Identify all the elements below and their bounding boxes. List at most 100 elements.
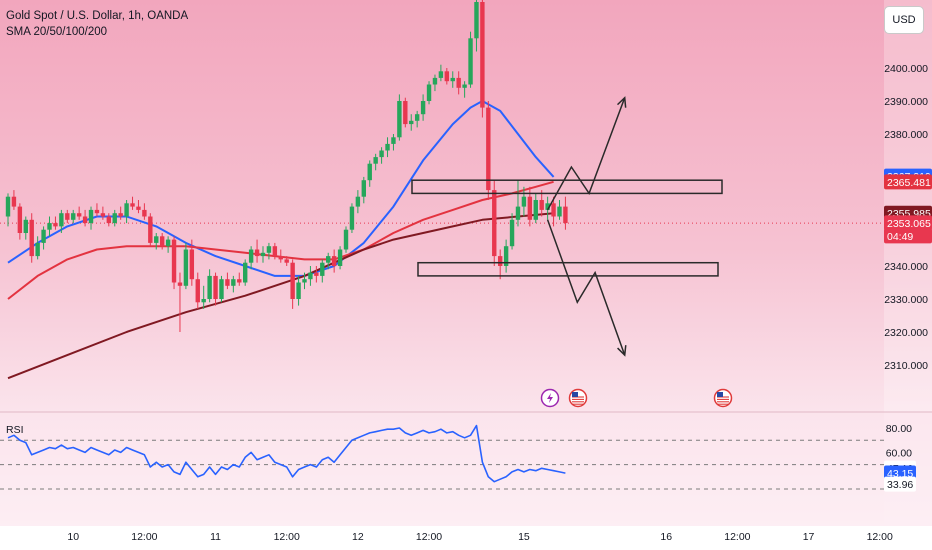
time-tick-label: 12:00 <box>724 531 750 543</box>
price-tick-label: 2320.000 <box>884 327 928 339</box>
candle <box>29 219 34 257</box>
candle <box>47 223 52 230</box>
candle <box>183 249 189 286</box>
candle <box>272 246 278 257</box>
currency-button[interactable]: USD <box>884 6 924 34</box>
candle <box>515 206 521 220</box>
candle <box>231 279 236 286</box>
candle <box>379 150 384 158</box>
candle <box>545 203 550 210</box>
rsi-tick-label: 80.00 <box>886 423 912 435</box>
candle <box>284 259 289 263</box>
candle <box>521 196 527 207</box>
price-badge <box>884 228 932 244</box>
candle <box>171 239 177 283</box>
candle <box>165 239 171 247</box>
candle <box>254 249 260 257</box>
price-badge-label: 2353.065 <box>887 218 931 230</box>
candle <box>207 275 212 299</box>
rsi-tick-label: 60.00 <box>886 447 912 459</box>
candle <box>509 219 515 247</box>
candle <box>331 256 337 266</box>
candle <box>361 180 366 197</box>
candle <box>53 223 58 227</box>
indicator-label: SMA 20/50/100/200 <box>6 26 108 38</box>
price-badge-label: 04:49 <box>887 231 913 243</box>
candle <box>497 256 503 266</box>
candle <box>88 209 94 224</box>
candle <box>486 107 491 191</box>
candle <box>533 200 538 220</box>
time-tick-label: 12:00 <box>416 531 442 543</box>
candle <box>5 196 11 217</box>
candle <box>450 77 455 82</box>
sma-line-3 <box>7 212 554 380</box>
candle <box>243 262 248 283</box>
rsi-line <box>7 424 566 483</box>
sma-line-1 <box>7 100 555 277</box>
candle <box>438 71 444 78</box>
candle <box>468 38 473 85</box>
candle <box>17 206 23 233</box>
candle <box>474 2 479 39</box>
bearish-path-arrow <box>546 219 626 356</box>
bearish-path-arrow-head <box>617 345 627 357</box>
candle <box>432 77 438 85</box>
candle <box>409 120 414 125</box>
time-tick-label: 12:00 <box>867 531 893 543</box>
price-tick-label: 2380.000 <box>884 129 928 141</box>
symbol-title: Gold Spot / U.S. Dollar, 1h, OANDA <box>6 10 189 22</box>
candle <box>403 101 408 125</box>
candle <box>456 77 461 88</box>
candle <box>349 206 355 230</box>
candle <box>480 2 485 108</box>
price-tick-label: 2390.000 <box>884 96 928 108</box>
candle <box>290 262 295 299</box>
price-tick-label: 2330.000 <box>884 294 928 306</box>
candle <box>142 209 147 217</box>
price-tick-label: 2340.000 <box>884 261 928 273</box>
candle <box>326 256 331 263</box>
candle <box>320 262 325 276</box>
candle <box>100 213 106 217</box>
candle <box>159 236 165 247</box>
candle <box>35 242 40 257</box>
price-tick-label: 2310.000 <box>884 360 928 372</box>
candle <box>106 216 112 224</box>
candle <box>154 236 159 243</box>
candle <box>278 256 283 260</box>
candle <box>527 196 533 220</box>
candle <box>248 249 254 263</box>
candle <box>337 249 343 266</box>
candle <box>189 249 195 280</box>
candle <box>65 213 70 220</box>
candle <box>177 282 183 286</box>
candle <box>551 203 556 217</box>
rsi-label: RSI <box>6 424 24 436</box>
time-tick-label: 10 <box>67 531 79 543</box>
lightning-icon <box>547 393 553 403</box>
candle <box>444 71 450 82</box>
candle <box>420 101 426 115</box>
candle <box>385 143 390 151</box>
candle <box>237 279 242 283</box>
candle <box>130 203 135 207</box>
candle <box>266 246 272 253</box>
candle <box>148 216 153 243</box>
candle <box>112 213 117 224</box>
candle <box>11 196 17 207</box>
time-tick-label: 16 <box>660 531 672 543</box>
flag-canton <box>717 392 723 397</box>
rsi-badge-label: 33.96 <box>887 479 913 491</box>
time-tick-label: 12 <box>352 531 364 543</box>
candle <box>71 213 76 220</box>
candle <box>503 246 509 266</box>
candle <box>462 84 467 88</box>
candle <box>76 213 82 217</box>
candle <box>397 101 402 138</box>
time-tick-label: 17 <box>803 531 815 543</box>
sma-line-2 <box>7 180 554 300</box>
candle <box>136 206 141 210</box>
